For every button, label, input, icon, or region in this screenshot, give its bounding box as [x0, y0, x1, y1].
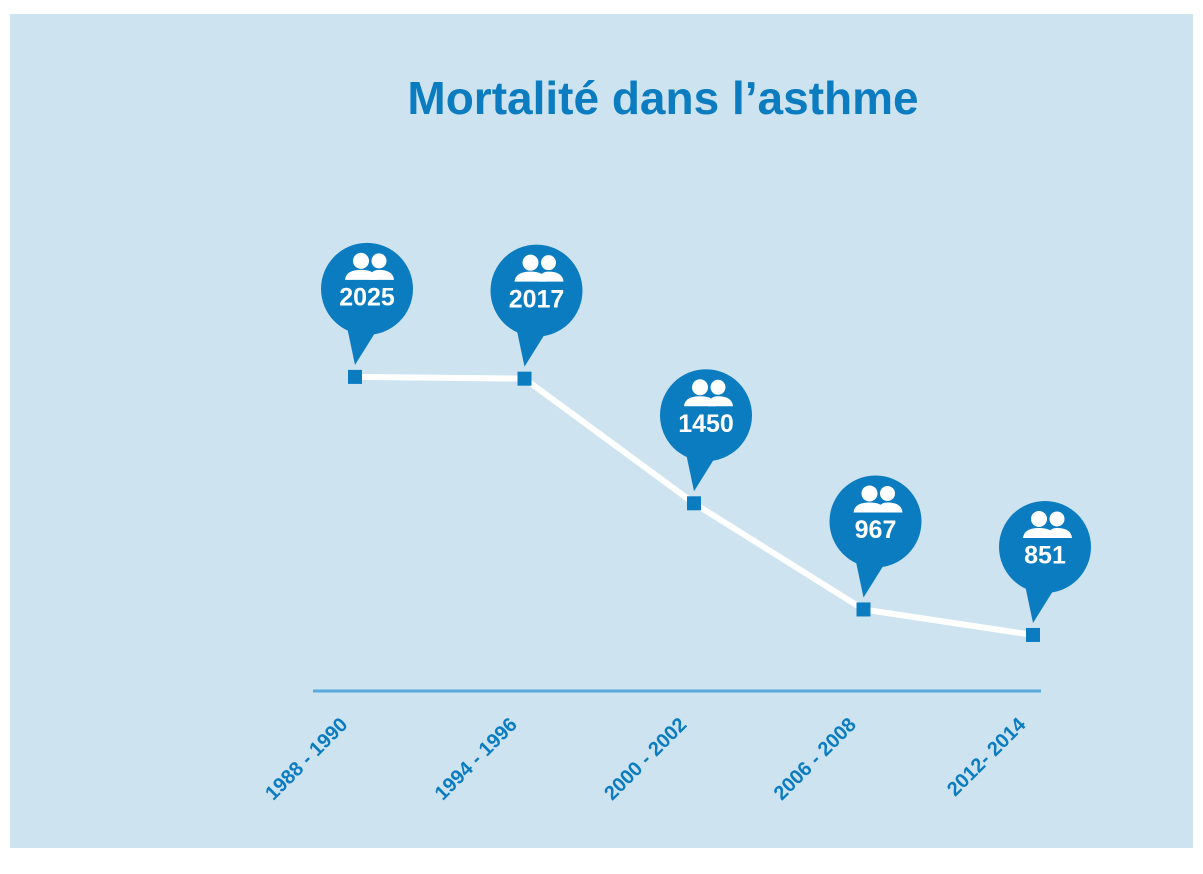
- icon-head: [692, 379, 708, 396]
- value-label: 967: [855, 516, 897, 544]
- marker: [687, 496, 701, 511]
- icon-body: [853, 502, 886, 513]
- pin-tail: [686, 453, 714, 492]
- value-label: 851: [1024, 542, 1066, 570]
- icon-body: [1047, 527, 1072, 538]
- pin-tail: [516, 328, 545, 367]
- pin-circle: [829, 475, 922, 568]
- icon-head: [541, 255, 556, 271]
- icon-body: [538, 271, 564, 282]
- icon-head: [880, 485, 895, 501]
- icon-head: [1049, 511, 1065, 527]
- icon-body: [345, 269, 377, 280]
- icon-head: [371, 253, 387, 269]
- icon-body: [369, 269, 394, 280]
- pin-circle: [321, 242, 413, 335]
- value-label: 2017: [509, 285, 565, 313]
- icon-body: [1023, 527, 1055, 538]
- icon-head: [522, 254, 539, 271]
- marker: [856, 602, 871, 617]
- pin-tail: [855, 559, 884, 598]
- value-label: 1450: [678, 410, 734, 438]
- icon-head: [710, 379, 726, 395]
- icon-body: [514, 271, 547, 282]
- pin: 967: [829, 475, 922, 598]
- pin-circle: [999, 500, 1091, 593]
- pin: 1450: [660, 369, 752, 492]
- icon-body: [684, 396, 716, 407]
- chart-title: Mortalité dans l’asthme: [407, 72, 918, 124]
- marker: [348, 369, 362, 384]
- pin-tail: [1025, 584, 1053, 623]
- icon-body: [877, 502, 903, 513]
- value-label: 2025: [339, 284, 395, 312]
- icon-head: [353, 252, 369, 269]
- pin: 851: [999, 500, 1091, 623]
- pin: 2017: [490, 244, 583, 367]
- background: [10, 14, 1193, 848]
- icon-body: [708, 396, 733, 407]
- icon-head: [1031, 510, 1047, 527]
- pin: 2025: [321, 242, 413, 365]
- pin-tail: [347, 326, 375, 365]
- pin-circle: [660, 369, 752, 462]
- icon-head: [861, 485, 878, 502]
- pin-circle: [490, 244, 583, 337]
- marker: [517, 371, 532, 386]
- marker: [1026, 627, 1040, 642]
